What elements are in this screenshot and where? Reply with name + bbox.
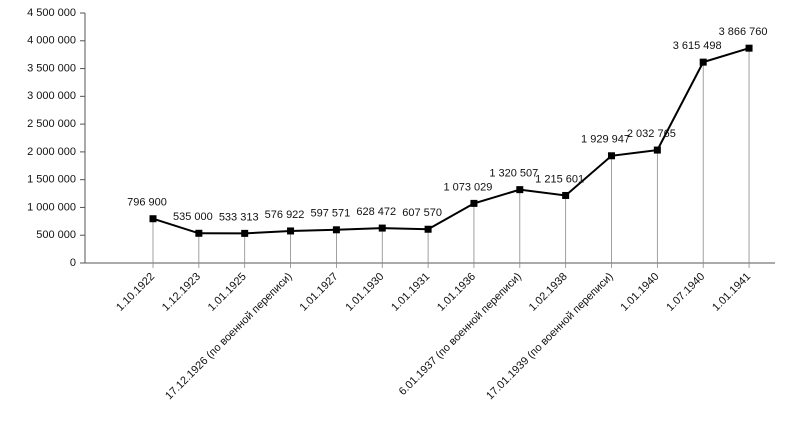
value-label: 1 073 029: [443, 181, 492, 193]
value-label: 607 570: [402, 207, 442, 219]
value-label: 576 922: [265, 209, 305, 221]
y-tick-label: 1 500 000: [27, 174, 76, 186]
value-label: 796 900: [127, 197, 167, 209]
x-tick-label: 1.02.1938: [527, 271, 570, 314]
y-tick-label: 3 000 000: [27, 90, 76, 102]
value-label: 2 032 765: [627, 128, 676, 140]
y-tick-label: 4 000 000: [27, 35, 76, 47]
y-tick-label: 4 500 000: [27, 7, 76, 19]
point: [149, 215, 157, 223]
line: [152, 47, 750, 235]
value-label: 1 929 947: [581, 134, 630, 146]
y-tick-label: 0: [70, 257, 76, 269]
x-tick-label: 1.01.1930: [343, 271, 386, 314]
point: [470, 199, 478, 207]
x-tick-label: 1.01.1936: [435, 271, 478, 314]
y-tick-label: 2 000 000: [27, 146, 76, 158]
point: [424, 225, 432, 233]
y-tick-label: 2 500 000: [27, 118, 76, 130]
point: [745, 44, 753, 52]
value-label: 1 320 507: [489, 168, 538, 180]
x-tick-label: 1.12.1923: [160, 271, 203, 314]
point: [378, 224, 386, 232]
point: [287, 227, 295, 235]
x-tick-label: 1.01.1927: [297, 271, 340, 314]
point: [699, 58, 707, 66]
x-tick-label: 1.01.1925: [206, 271, 249, 314]
x-tick-label: 1.01.1940: [618, 271, 661, 314]
x-tick-label: 1.10.1922: [114, 271, 157, 314]
x-tick-label: 1.01.1941: [710, 271, 753, 314]
y-tick-label: 3 500 000: [27, 62, 76, 74]
point: [195, 229, 203, 237]
point: [562, 191, 570, 199]
y-tick-label: 500 000: [36, 229, 76, 241]
point: [332, 226, 340, 234]
value-label: 533 313: [219, 211, 259, 223]
point: [608, 152, 615, 160]
y-tick-label: 1 000 000: [27, 201, 76, 213]
value-label: 3 615 498: [673, 40, 722, 52]
point: [516, 186, 524, 194]
point: [241, 229, 249, 237]
value-label: 628 472: [356, 206, 396, 218]
point: [653, 146, 661, 154]
value-label: 1 215 601: [535, 173, 584, 185]
x-tick-label: 1.01.1931: [389, 271, 432, 314]
value-label: 597 571: [311, 208, 351, 220]
x-tick-label: 1.07.1940: [664, 271, 707, 314]
value-label: 3 866 760: [719, 26, 768, 38]
value-label: 535 000: [173, 211, 213, 223]
